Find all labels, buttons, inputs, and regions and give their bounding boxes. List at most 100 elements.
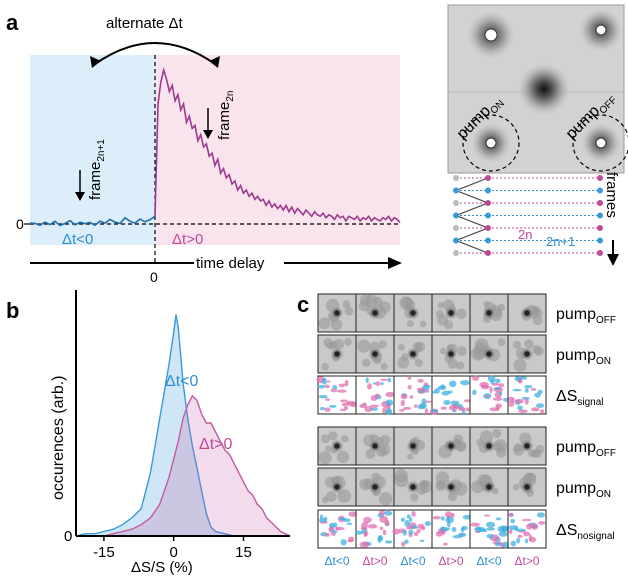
row-label: ΔSnosignal	[556, 522, 615, 542]
seq-node-right	[597, 237, 603, 244]
y-axis-label: occurences (arb.)	[50, 376, 67, 501]
seq-node-left	[453, 237, 459, 244]
difference-tile	[355, 375, 395, 415]
seq-node-left	[453, 200, 459, 206]
speckle-tile	[317, 334, 357, 374]
frame-2n-label: frame2n	[216, 91, 236, 140]
hist-label-negative: Δt<0	[165, 373, 198, 390]
speckle-tile	[355, 467, 395, 507]
difference-tile	[469, 509, 510, 549]
difference-tile	[429, 375, 471, 416]
frame-sequence-diagram: 2n 2n+1 frames	[453, 172, 620, 266]
panel-b: b occurences (arb.) Δt<0 Δt>0 -15 0 15 0 ΔS/S…	[6, 290, 291, 576]
speckle-tile	[507, 467, 547, 507]
seq-node-left	[453, 212, 459, 219]
panel-c-letter: c	[297, 292, 309, 317]
hist-x-tick-label: -15	[93, 544, 115, 561]
speckle-tile	[317, 467, 357, 507]
hist-line-positive	[103, 394, 291, 537]
dt-negative-label: Δt<0	[62, 231, 93, 248]
speckle-tile	[469, 334, 509, 374]
speckle-tile	[431, 334, 471, 374]
frame-2n-arrow	[203, 130, 213, 139]
speckle-tile	[355, 426, 395, 466]
hist-x-tick-label: 0	[170, 544, 178, 561]
seq-node-right	[597, 250, 603, 256]
hist-label-positive: Δt>0	[199, 436, 232, 453]
alternate-label: alternate Δt	[106, 15, 184, 32]
row-label: pumpON	[556, 347, 611, 367]
seq-node-mid	[485, 225, 491, 231]
trace-positive-delay	[154, 66, 401, 224]
seq-node-left	[453, 250, 459, 256]
hist-area-negative	[76, 314, 244, 536]
row-label: pumpOFF	[556, 439, 616, 459]
hist-line-negative	[75, 314, 244, 537]
x-axis-label: time delay	[196, 255, 265, 272]
column-label: Δt<0	[476, 554, 501, 568]
trace-negative-delay	[29, 215, 156, 227]
row-label: pumpON	[556, 480, 611, 500]
speckle-tile	[507, 334, 547, 374]
seq-node-right	[597, 200, 603, 206]
alternate-arrow	[94, 42, 216, 65]
histogram-plot: Δt<0 Δt>0 -15 0 15 0	[64, 314, 291, 561]
speckle-tile	[507, 426, 547, 466]
speckle-tile	[469, 426, 509, 466]
speckle-tile	[431, 467, 471, 507]
column-label: Δt<0	[324, 554, 349, 568]
difference-tile	[354, 509, 395, 549]
seq-node-mid	[485, 237, 491, 244]
seq-node-right	[597, 187, 603, 194]
detector-image: pumpON pumpOFF	[447, 4, 628, 174]
difference-tile	[431, 509, 473, 549]
panel-a: a alternate Δt frame2n+1 frame2n Δt<0 Δt…	[6, 10, 402, 285]
column-label: Δt>0	[362, 554, 387, 568]
panel-b-letter: b	[6, 298, 19, 323]
row-label: ΔSsignal	[556, 388, 604, 408]
seq-node-left	[453, 175, 459, 181]
seq-node-mid	[485, 250, 491, 256]
dt-positive-label: Δt>0	[172, 231, 203, 248]
x-axis-label: ΔS/S (%)	[131, 559, 193, 576]
difference-tile	[317, 509, 358, 549]
pump-on-circle	[462, 114, 520, 172]
speckle-tile	[393, 334, 433, 374]
difference-tile	[393, 375, 433, 415]
speckle-tile	[393, 467, 433, 507]
column-label: Δt>0	[438, 554, 463, 568]
center-speckle	[518, 63, 570, 115]
speckle-tile	[431, 426, 471, 466]
difference-tile	[469, 375, 509, 415]
seq-2n-label: 2n	[518, 227, 532, 242]
hist-x-tick-label: 15	[235, 544, 252, 561]
column-label: Δt<0	[400, 554, 425, 568]
seq-node-right	[597, 225, 603, 231]
alternate-arrowhead-right	[209, 56, 220, 68]
speckle-tile	[355, 293, 395, 333]
seq-2n+1-label: 2n+1	[546, 234, 575, 249]
panel-a-letter: a	[6, 10, 19, 35]
negative-delay-region	[30, 55, 155, 245]
seq-node-left	[453, 225, 459, 231]
speckle-tile	[469, 293, 509, 333]
speckle-tile	[393, 426, 433, 466]
frames-arrowhead	[607, 254, 619, 266]
seq-node-right	[597, 175, 603, 181]
seq-node-left	[453, 187, 459, 194]
difference-tile	[392, 509, 433, 549]
frame-2n+1-arrow	[75, 192, 85, 201]
speckle-tile	[317, 426, 357, 466]
seq-node-right	[597, 212, 603, 219]
speckle-tile	[317, 293, 357, 333]
column-label: Δt>0	[514, 554, 539, 568]
difference-tile	[507, 509, 547, 549]
frame-2n+1-label: frame2n+1	[87, 139, 107, 200]
speckle-tile	[355, 334, 395, 374]
frames-label: frames	[603, 172, 620, 218]
difference-tile	[507, 375, 547, 415]
difference-tile	[316, 375, 358, 415]
positive-delay-region	[155, 55, 400, 245]
pump-off-circle	[572, 114, 628, 172]
